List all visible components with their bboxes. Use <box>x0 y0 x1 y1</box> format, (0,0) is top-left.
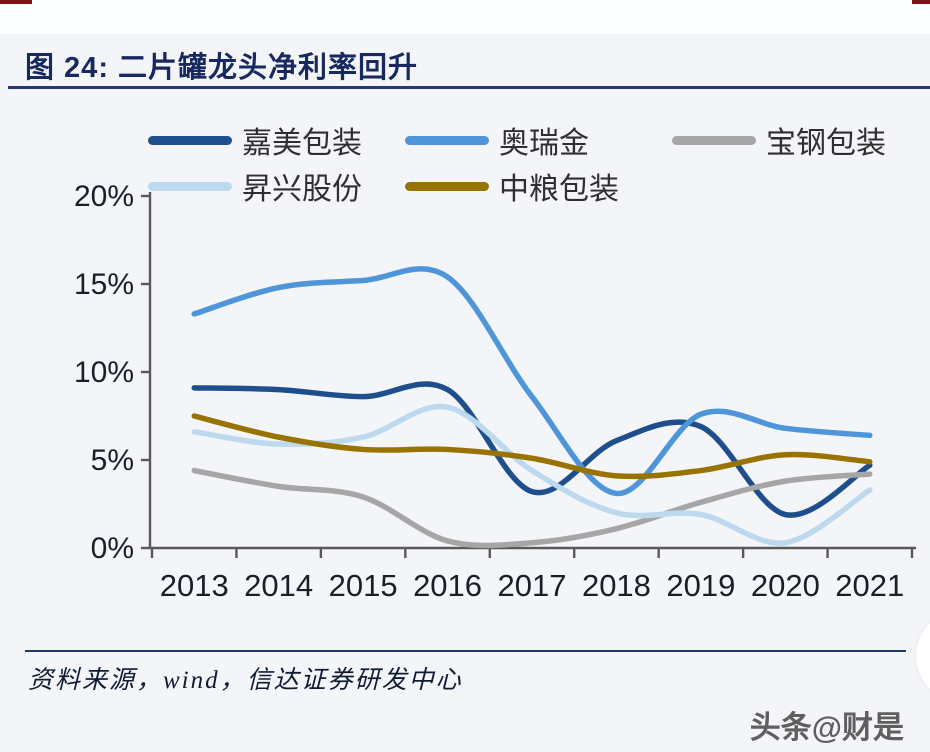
series-line-2 <box>191 467 873 549</box>
series-line-1 <box>191 266 873 497</box>
legend-label: 昇兴股份 <box>242 173 362 206</box>
legend-label: 嘉美包装 <box>242 127 362 160</box>
corner-mark-left <box>0 0 32 4</box>
legend-swatch-icon <box>148 181 232 191</box>
series-line-0 <box>191 381 873 518</box>
legend-item-2: 宝钢包装 <box>672 120 886 160</box>
watermark: 头条@财是 <box>749 710 904 745</box>
x-tick-label: 2014 <box>244 568 313 603</box>
legend-label: 奥瑞金 <box>499 127 589 160</box>
y-tick-label: 10% <box>74 356 134 389</box>
x-tick-label: 2021 <box>835 568 904 603</box>
source-note: 资料来源，wind，信达证券研发中心 <box>28 667 463 694</box>
legend-swatch-icon <box>405 181 489 191</box>
y-tick-label: 5% <box>91 444 134 477</box>
x-tick-label: 2019 <box>666 568 735 603</box>
legend-item-1: 奥瑞金 <box>405 120 589 160</box>
x-tick-label: 2016 <box>413 568 482 603</box>
y-tick-label: 20% <box>74 180 134 213</box>
corner-mark-right <box>912 0 930 4</box>
series-line-4 <box>191 413 873 480</box>
legend-swatch-icon <box>148 135 232 145</box>
legend-item-0: 嘉美包装 <box>148 120 362 160</box>
x-tick-label: 2017 <box>498 568 567 603</box>
legend-swatch-icon <box>672 135 756 145</box>
edge-blob <box>916 611 930 701</box>
x-tick-label: 2015 <box>329 568 398 603</box>
title-divider <box>8 86 930 89</box>
x-tick-label: 2013 <box>160 568 229 603</box>
legend-item-3: 昇兴股份 <box>148 166 362 206</box>
series-line-3 <box>191 403 873 546</box>
y-tick-label: 0% <box>91 532 134 565</box>
y-tick-label: 15% <box>74 268 134 301</box>
x-tick-label: 2018 <box>582 568 651 603</box>
legend-swatch-icon <box>405 135 489 145</box>
source-divider <box>25 650 906 652</box>
legend-item-4: 中粮包装 <box>405 166 619 206</box>
x-tick-label: 2020 <box>751 568 820 603</box>
legend-label: 宝钢包装 <box>766 127 886 160</box>
top-strip <box>0 0 930 34</box>
legend-label: 中粮包装 <box>499 173 619 206</box>
figure-title: 图 24: 二片罐龙头净利率回升 <box>25 52 419 84</box>
